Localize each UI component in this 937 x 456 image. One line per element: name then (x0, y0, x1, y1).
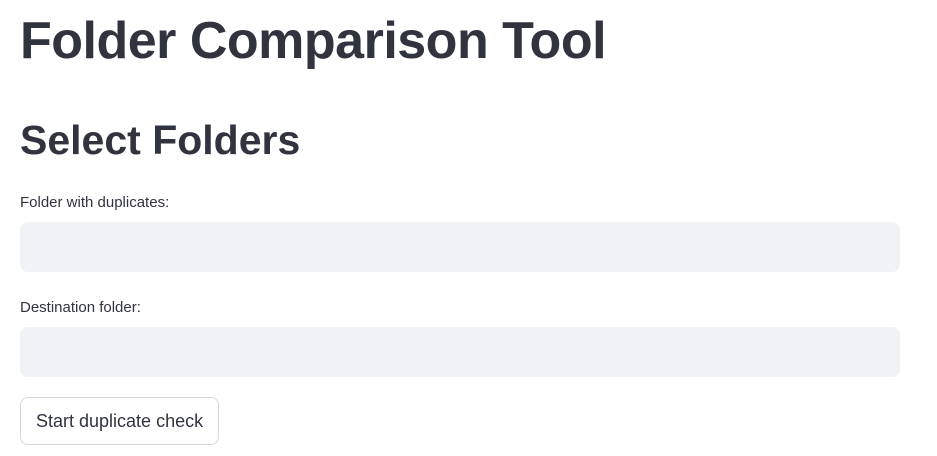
destination-folder-label: Destination folder: (20, 299, 141, 316)
page-title: Folder Comparison Tool (20, 12, 607, 70)
destination-folder-input[interactable] (20, 327, 900, 377)
source-folder-input[interactable] (20, 222, 900, 272)
source-folder-label: Folder with duplicates: (20, 194, 170, 211)
start-duplicate-check-button[interactable]: Start duplicate check (20, 397, 220, 445)
section-title: Select Folders (20, 117, 301, 163)
